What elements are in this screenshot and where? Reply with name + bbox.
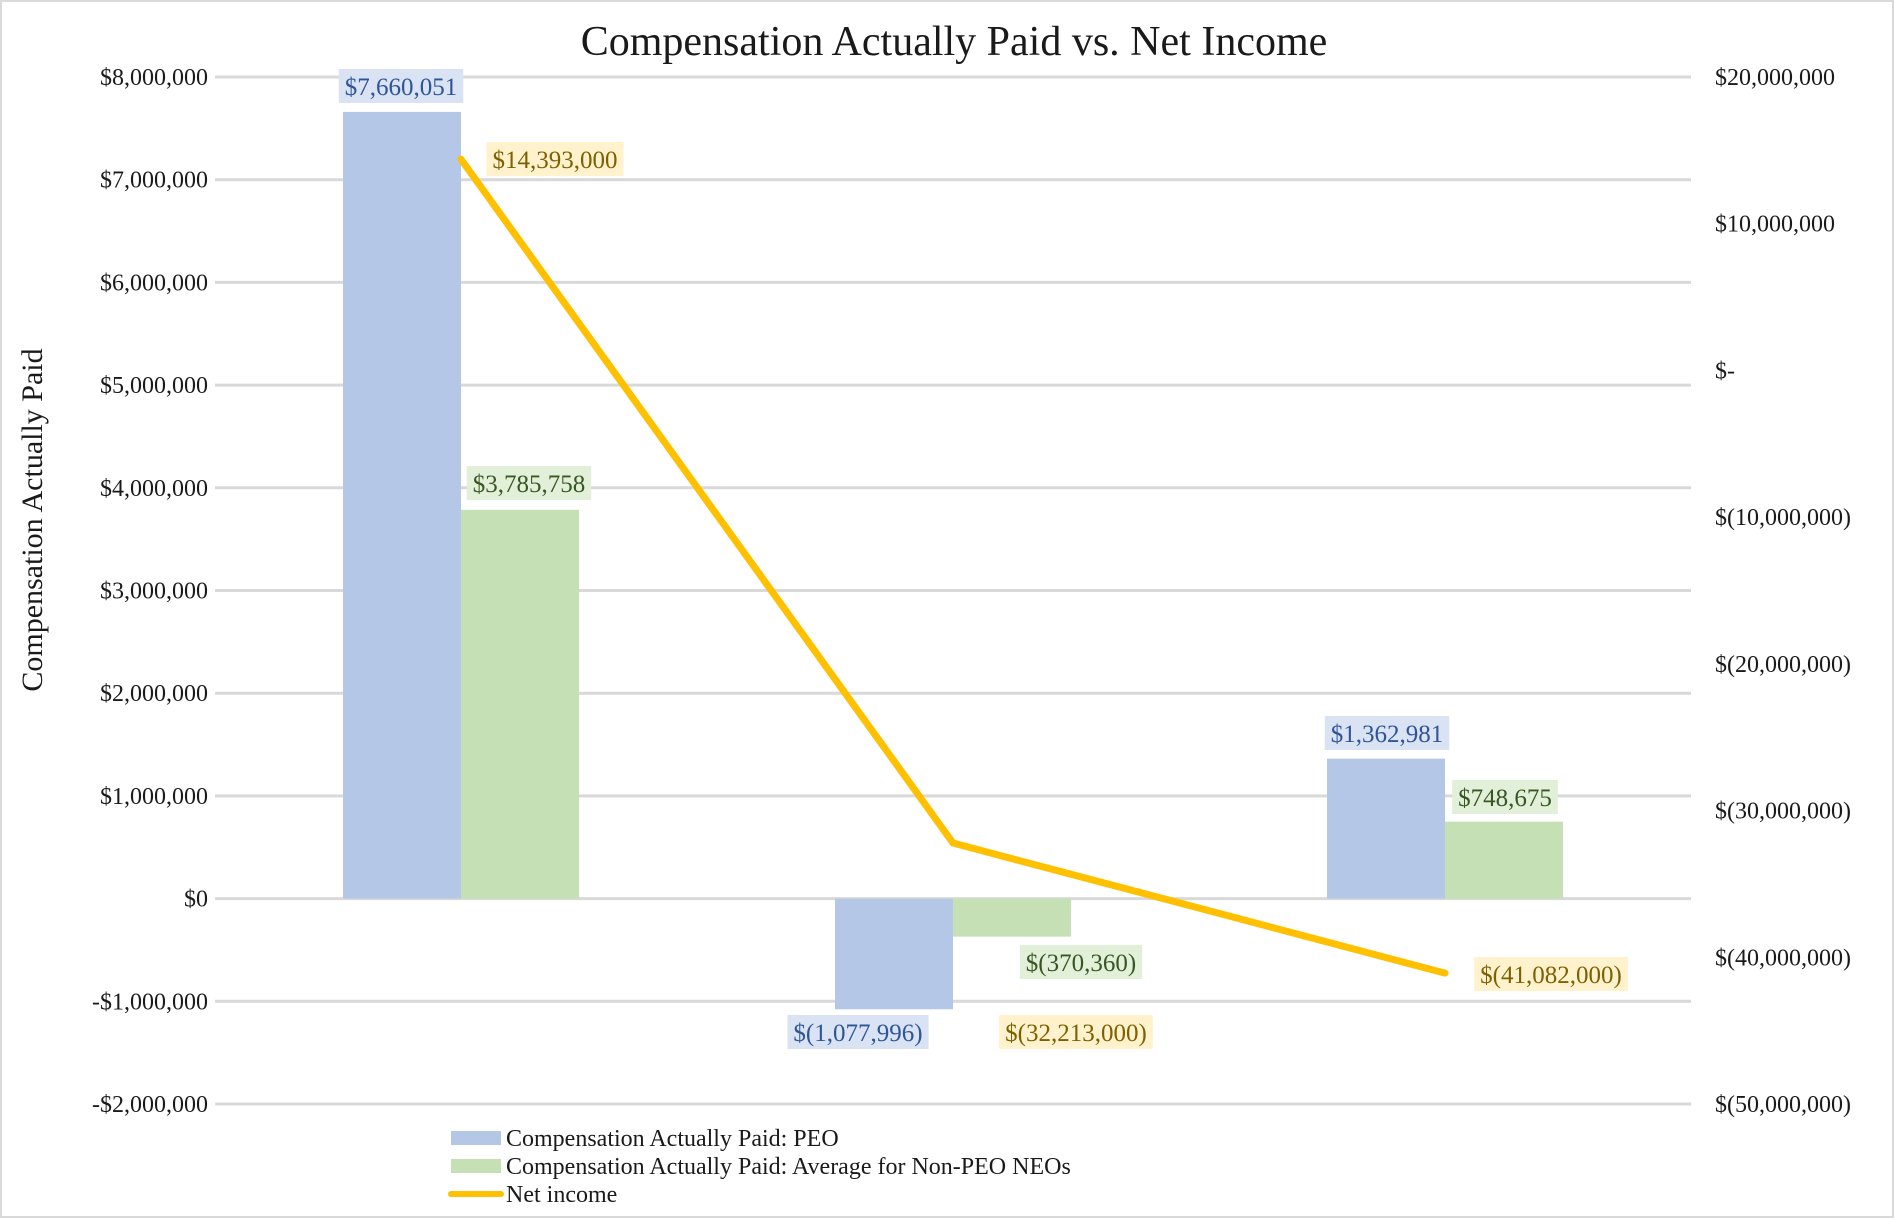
data-label: $14,393,000: [493, 147, 618, 174]
y-right-tick-label: $10,000,000: [1715, 212, 1835, 238]
data-label-background: [1452, 780, 1558, 814]
y-tick-label: $6,000,000: [100, 270, 208, 296]
data-label-group: $3,785,758: [466, 466, 592, 500]
bar-peo: [835, 898, 953, 1010]
legend-label: Compensation Actually Paid: Average for …: [506, 1154, 1071, 1180]
data-label-group: $(32,213,000): [999, 1015, 1153, 1049]
data-label-background: [486, 142, 624, 176]
data-label-background: [1324, 716, 1450, 750]
data-label: $748,675: [1458, 785, 1552, 812]
data-label-background: [1474, 957, 1628, 991]
y-right-tick-label: $(40,000,000): [1715, 945, 1851, 971]
y-right-tick-label: $(20,000,000): [1715, 652, 1851, 678]
data-label-background: [1019, 945, 1143, 979]
data-label-group: $748,675: [1452, 780, 1558, 814]
data-label: $(1,077,996): [793, 1020, 922, 1047]
data-label-background: [787, 1015, 929, 1049]
y-tick-label: $7,000,000: [100, 168, 208, 194]
bar-non-peo: [1445, 821, 1563, 899]
net-income-point: [457, 155, 465, 163]
data-label: $(41,082,000): [1480, 962, 1622, 989]
net-income-point: [949, 839, 957, 847]
y-right-tick-label: $(30,000,000): [1715, 799, 1851, 825]
y-right-tick-label: $(10,000,000): [1715, 505, 1851, 531]
bar-non-peo: [461, 509, 579, 899]
y-tick-label: $1,000,000: [100, 784, 208, 810]
data-label: $(32,213,000): [1005, 1020, 1147, 1047]
data-label-group: $14,393,000: [486, 142, 624, 176]
y-tick-label: $4,000,000: [100, 476, 208, 502]
y-tick-label: $0: [184, 887, 208, 913]
data-label-group: $1,362,981: [1324, 716, 1450, 750]
y-tick-label: $8,000,000: [100, 65, 208, 91]
data-label: $(370,360): [1026, 950, 1136, 977]
y-tick-label: $3,000,000: [100, 579, 208, 605]
y-tick-label: $2,000,000: [100, 681, 208, 707]
bar-peo: [343, 111, 461, 899]
y-axis-label: Compensation Actually Paid: [16, 348, 49, 691]
net-income-point: [1441, 969, 1449, 977]
data-label: $3,785,758: [473, 471, 586, 498]
legend-swatch: [451, 1131, 501, 1145]
legend-label: Compensation Actually Paid: PEO: [506, 1126, 839, 1152]
y-tick-label: $5,000,000: [100, 373, 208, 399]
data-label-group: $(1,077,996): [787, 1015, 929, 1049]
y-tick-label: -$1,000,000: [92, 989, 208, 1015]
data-label-background: [338, 69, 464, 103]
y-right-tick-label: $20,000,000: [1715, 65, 1835, 91]
bar-non-peo: [953, 898, 1071, 937]
legend-label: Net income: [506, 1182, 617, 1208]
y-right-tick-label: $-: [1715, 358, 1735, 384]
data-label-group: $(370,360): [1019, 945, 1143, 979]
data-label-group: $7,660,051: [338, 69, 464, 103]
chart-title: Compensation Actually Paid vs. Net Incom…: [581, 19, 1328, 65]
y-right-tick-label: $(50,000,000): [1715, 1092, 1851, 1118]
y-tick-label: -$2,000,000: [92, 1092, 208, 1118]
bar-peo: [1327, 758, 1445, 899]
legend-swatch: [451, 1159, 501, 1173]
data-label-group: $(41,082,000): [1474, 957, 1628, 991]
data-label: $7,660,051: [345, 74, 458, 101]
data-label: $1,362,981: [1331, 721, 1444, 748]
data-label-background: [999, 1015, 1153, 1049]
data-label-background: [466, 466, 592, 500]
